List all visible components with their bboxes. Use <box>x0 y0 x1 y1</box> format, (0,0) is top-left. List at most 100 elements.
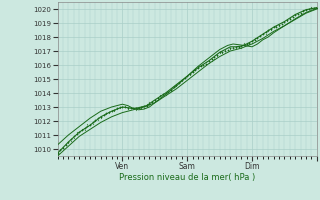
Point <box>198 63 203 66</box>
Point <box>144 104 149 107</box>
Point <box>222 48 228 51</box>
Point <box>225 49 230 52</box>
Point <box>90 121 95 124</box>
Point <box>85 124 90 128</box>
Point <box>133 108 139 111</box>
Point <box>185 75 190 78</box>
Point <box>136 106 141 109</box>
Point <box>303 7 308 10</box>
Point <box>71 137 76 140</box>
Point <box>101 113 106 116</box>
Point <box>298 12 303 16</box>
Point <box>171 84 176 87</box>
Point <box>160 93 165 96</box>
Point <box>58 147 63 150</box>
Point <box>93 119 98 123</box>
Point <box>117 105 122 109</box>
Point <box>306 7 311 10</box>
Point <box>85 122 90 126</box>
Point <box>217 51 222 54</box>
Point <box>82 126 87 130</box>
Point <box>250 42 255 45</box>
Point <box>98 116 103 119</box>
Point <box>171 86 176 89</box>
Point <box>182 77 187 80</box>
Point <box>193 67 198 70</box>
X-axis label: Pression niveau de la mer( hPa ): Pression niveau de la mer( hPa ) <box>119 173 255 182</box>
Point <box>293 12 298 15</box>
Point <box>155 96 160 100</box>
Point <box>177 80 182 83</box>
Point <box>252 38 257 41</box>
Point <box>287 16 292 19</box>
Point <box>82 128 87 132</box>
Point <box>214 54 220 58</box>
Point <box>204 62 209 65</box>
Point <box>276 24 282 27</box>
Point <box>71 135 76 138</box>
Point <box>182 77 187 80</box>
Point <box>284 19 290 22</box>
Point <box>239 46 244 49</box>
Point <box>58 149 63 152</box>
Point <box>179 80 184 83</box>
Point <box>106 110 111 114</box>
Point <box>166 90 171 93</box>
Point <box>282 20 287 23</box>
Point <box>282 21 287 24</box>
Point <box>244 42 249 46</box>
Point <box>263 31 268 34</box>
Point <box>177 81 182 84</box>
Point <box>120 106 125 109</box>
Point <box>106 111 111 114</box>
Point <box>209 59 214 62</box>
Point <box>98 115 103 118</box>
Point <box>168 88 173 91</box>
Point <box>190 68 195 72</box>
Point <box>136 106 141 109</box>
Point <box>214 54 220 57</box>
Point <box>233 47 238 50</box>
Point <box>68 139 74 142</box>
Point <box>201 63 206 66</box>
Point <box>196 64 201 68</box>
Point <box>60 145 66 148</box>
Point <box>314 6 319 9</box>
Point <box>74 132 79 135</box>
Point <box>201 63 206 67</box>
Point <box>309 7 314 10</box>
Point <box>109 109 114 112</box>
Point <box>87 122 92 125</box>
Point <box>76 131 82 134</box>
Point <box>233 45 238 48</box>
Point <box>276 24 282 27</box>
Point <box>287 17 292 20</box>
Point <box>230 46 236 49</box>
Point <box>217 51 222 54</box>
Point <box>55 152 60 155</box>
Point <box>190 70 195 74</box>
Point <box>141 105 147 108</box>
Point <box>236 44 241 47</box>
Point <box>312 6 317 10</box>
Point <box>125 106 130 109</box>
Point <box>274 24 279 28</box>
Point <box>306 7 311 11</box>
Point <box>152 99 157 102</box>
Point <box>133 106 139 110</box>
Point <box>230 46 236 49</box>
Point <box>290 16 295 19</box>
Point <box>96 117 101 120</box>
Point <box>187 74 192 77</box>
Point <box>179 79 184 82</box>
Point <box>96 118 101 121</box>
Point <box>68 138 74 141</box>
Point <box>120 105 125 109</box>
Point <box>104 112 109 115</box>
Point <box>236 45 241 48</box>
Point <box>198 65 203 68</box>
Point <box>128 107 133 110</box>
Point <box>228 47 233 50</box>
Point <box>60 146 66 149</box>
Point <box>163 93 168 96</box>
